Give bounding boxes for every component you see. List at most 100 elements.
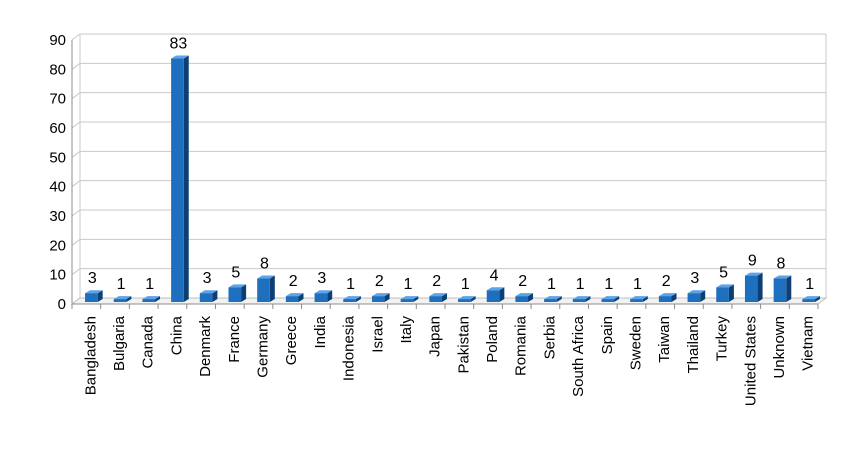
bar-side [413, 296, 419, 302]
data-label: 1 [117, 276, 126, 293]
bar-front [716, 287, 729, 302]
bar [257, 275, 275, 302]
bar-side [728, 284, 734, 302]
y-tick-label: 40 [49, 179, 66, 196]
data-label: 2 [432, 273, 441, 290]
bar [486, 287, 505, 302]
y-tick-label: 30 [49, 208, 66, 225]
bar-top [458, 296, 476, 300]
y-tick-label: 90 [49, 32, 66, 49]
bar-side [298, 293, 304, 302]
category-label: South Africa [570, 315, 587, 397]
bar-front [400, 299, 414, 302]
bar-side [614, 296, 620, 302]
bar-front [171, 58, 184, 303]
bar-side [528, 293, 534, 302]
data-label: 3 [317, 270, 326, 287]
bar-front [113, 299, 127, 302]
data-label: 4 [490, 267, 499, 284]
axes: 0 10 20 30 40 50 60 70 80 90 [49, 32, 828, 313]
category-label: Unknown [771, 316, 788, 379]
bar-top [343, 296, 361, 300]
bar-side [499, 287, 505, 302]
bar-front [802, 299, 815, 302]
bar [630, 296, 648, 302]
bar [371, 293, 390, 302]
bar-top [228, 284, 247, 288]
bar-front [515, 296, 529, 302]
bar-front [658, 296, 672, 302]
y-tick-label: 20 [49, 237, 66, 254]
gridline-side [71, 150, 81, 158]
data-label: 83 [170, 36, 188, 53]
bar-front [458, 299, 471, 302]
category-label: France [226, 316, 243, 363]
bar-side [470, 296, 476, 302]
data-label: 3 [88, 270, 97, 287]
bar [228, 284, 247, 302]
data-label: 2 [289, 273, 298, 290]
bar-top [85, 290, 103, 294]
bar-side [757, 272, 763, 302]
y-tick-label: 70 [49, 91, 66, 108]
bar-side [441, 293, 447, 302]
bar [343, 296, 361, 302]
bar-top [371, 293, 390, 297]
bar-side [355, 296, 361, 302]
data-label: 1 [346, 276, 355, 293]
bar-front [544, 299, 557, 302]
data-label: 1 [547, 276, 556, 293]
bar-side [671, 293, 677, 302]
data-label: 8 [777, 256, 786, 273]
data-label: 2 [662, 273, 671, 290]
bar-top [199, 290, 218, 294]
y-tick-label: 50 [49, 149, 66, 166]
bar-side [97, 290, 103, 302]
bar-side [700, 290, 706, 302]
bar-top [515, 293, 534, 297]
bar-side [241, 284, 247, 302]
data-label: 8 [260, 256, 269, 273]
bar-front [371, 296, 385, 302]
bar-front [343, 299, 356, 302]
y-tick-label: 60 [49, 120, 66, 137]
data-label: 9 [748, 253, 757, 270]
category-label: China [168, 315, 185, 355]
data-label: 2 [375, 273, 384, 290]
data-label: 1 [404, 276, 413, 293]
bar [658, 293, 677, 302]
bar-side [585, 296, 591, 302]
data-label: 2 [518, 273, 527, 290]
gridline-side [71, 180, 81, 188]
gridline-side [71, 121, 81, 129]
gridline-side [71, 238, 81, 246]
bar-front [285, 296, 299, 302]
category-label: Israel [369, 316, 386, 353]
category-label: India [312, 315, 329, 348]
bar-front [199, 293, 213, 302]
bar-top [544, 296, 562, 300]
bar-front [257, 278, 270, 302]
bar [687, 290, 706, 302]
bar-front [228, 287, 242, 302]
data-label: 5 [231, 264, 240, 281]
category-label: Japan [427, 316, 444, 357]
bar-top [314, 290, 333, 294]
category-label: Pakistan [455, 316, 472, 374]
bar [171, 55, 189, 303]
bar [113, 296, 132, 302]
category-label: Bulgaria [111, 315, 128, 371]
data-label: 1 [633, 276, 642, 293]
bar-top [572, 296, 591, 300]
bar-side [155, 296, 161, 302]
bar-front [687, 293, 701, 302]
bar-side [212, 290, 218, 302]
bar [802, 296, 820, 302]
gridline-side [71, 33, 81, 41]
bar-top [429, 293, 447, 297]
bar [572, 296, 591, 302]
bar [285, 293, 304, 302]
category-label: Denmark [197, 316, 214, 377]
bar-top [630, 296, 648, 300]
bar-top [716, 284, 734, 288]
